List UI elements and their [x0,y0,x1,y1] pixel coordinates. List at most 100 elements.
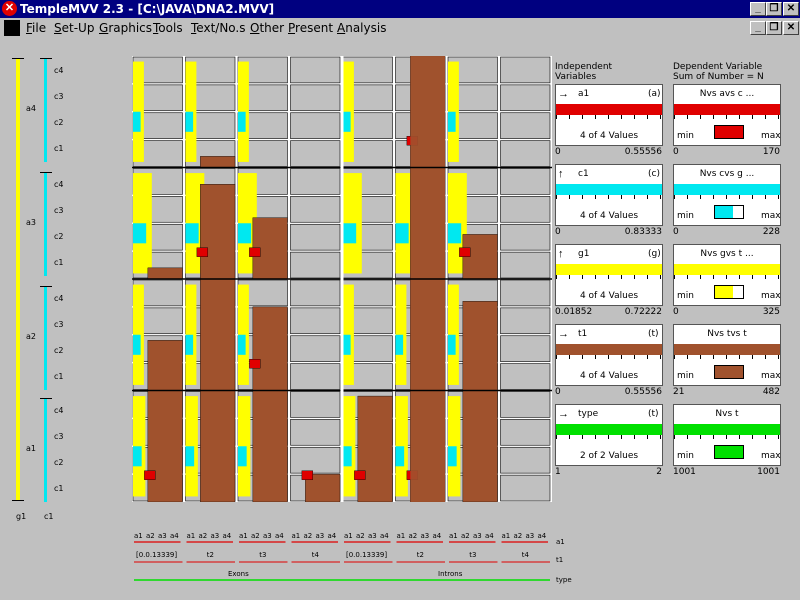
mosaic-cell[interactable] [500,56,551,84]
c1-ruler-segment[interactable] [44,286,47,390]
var-color-bar[interactable] [556,264,662,275]
mosaic-cell[interactable] [290,419,341,446]
mosaic-cell[interactable] [500,112,551,139]
mosaic-cell[interactable] [500,419,551,446]
mosaic-cell[interactable] [290,56,341,84]
dependent-panel[interactable]: Nvs avs c ... min max [673,84,781,146]
mosaic-cell[interactable] [290,251,341,279]
g1-ruler[interactable] [16,58,20,500]
range-slider[interactable] [714,125,744,139]
var-min: 0.01852 [555,307,593,317]
var-color-bar[interactable] [556,344,662,355]
doc-minimize-button[interactable]: _ [750,21,766,35]
mosaic-plot-area[interactable] [132,55,552,503]
t-label: t2 [207,551,214,559]
mosaic-cell[interactable] [290,391,341,418]
dependent-ticks [674,435,780,439]
dependent-color-bar[interactable] [674,184,780,195]
mosaic-cell[interactable] [500,279,551,307]
menu-graphics[interactable]: Graphics [99,21,153,35]
menu-file[interactable]: File [26,21,47,35]
mosaic-cell[interactable] [500,474,551,502]
a-tick-label: a3 [421,532,430,540]
minimize-button[interactable]: _ [750,2,766,16]
dependent-panel[interactable]: Nvs gvs t ... min max [673,244,781,306]
var-color-bar[interactable] [556,104,662,115]
mosaic-cell[interactable] [290,168,341,195]
mosaic-cell[interactable] [500,223,551,251]
mosaic-cell[interactable] [290,446,341,474]
var-arrow-icon[interactable]: → [558,88,569,100]
g1-fill [238,61,249,162]
dependent-color-bar[interactable] [674,104,780,115]
mosaic-cell[interactable] [500,335,551,362]
menu-analysis[interactable]: Analysis [337,21,387,35]
mosaic-cell[interactable] [290,84,341,112]
mosaic-cell[interactable] [500,140,551,167]
independent-panel-t1[interactable]: → t1 (t) 4 of 4 Values [555,324,663,386]
system-menu-icon[interactable] [4,20,20,36]
mosaic-cell[interactable] [500,446,551,474]
window-title: TempleMVV 2.3 - [C:\JAVA\DNA2.MVV] [20,2,275,16]
mosaic-cell[interactable] [290,223,341,251]
min-label: min [677,131,694,141]
independent-panel-c1[interactable]: ↑ c1 (c) 4 of 4 Values [555,164,663,226]
independent-panel-g1[interactable]: ↑ g1 (g) 4 of 4 Values [555,244,663,306]
mosaic-cell[interactable] [290,363,341,390]
row-label-type: type [556,576,572,584]
dependent-color-bar[interactable] [674,344,780,355]
dependent-panel[interactable]: Nvs cvs g ... min max [673,164,781,226]
mosaic-cell[interactable] [500,251,551,279]
menu-setup[interactable]: Set-Up [54,21,95,35]
var-arrow-icon[interactable]: → [558,408,569,420]
range-slider[interactable] [714,445,744,459]
dependent-color-bar[interactable] [674,424,780,435]
mosaic-cell[interactable] [290,335,341,362]
mosaic-cell[interactable] [290,112,341,139]
c1-ruler-segment[interactable] [44,58,47,162]
independent-panel-type[interactable]: → type (t) 2 of 2 Values [555,404,663,466]
range-slider[interactable] [714,285,744,299]
dependent-panel[interactable]: Nvs t min max [673,404,781,466]
var-arrow-icon[interactable]: → [558,328,569,340]
app-close-icon[interactable]: ✕ [2,1,17,16]
mosaic-cell[interactable] [500,84,551,112]
mosaic-cell[interactable] [290,307,341,335]
mosaic-cell[interactable] [290,196,341,223]
maximize-button[interactable]: ❐ [766,2,782,16]
var-color-bar[interactable] [556,424,662,435]
mosaic-cell[interactable] [500,196,551,223]
var-arrow-icon[interactable]: ↑ [558,168,564,180]
mosaic-cell[interactable] [500,168,551,195]
g1-fill [343,61,354,162]
mosaic-cell[interactable] [500,391,551,418]
ruler-tick [12,500,24,501]
c1-fill [448,223,462,244]
range-slider[interactable] [714,365,744,379]
a-tick-label: a2 [514,532,523,540]
c1-ruler-segment[interactable] [44,172,47,276]
doc-restore-button[interactable]: ❐ [766,21,782,35]
doc-close-button[interactable]: ✕ [783,21,799,35]
range-slider[interactable] [714,205,744,219]
mosaic-cell[interactable] [290,279,341,307]
menu-present[interactable]: Present [288,21,334,35]
menu-text-nos[interactable]: Text/No.s [191,21,246,35]
c1-ruler-segment[interactable] [44,398,47,502]
cell-bg [290,168,341,195]
mosaic-plot[interactable] [132,55,552,503]
var-arrow-icon[interactable]: ↑ [558,248,564,260]
mosaic-cell[interactable] [500,307,551,335]
mosaic-cell[interactable] [500,363,551,390]
var-color-bar[interactable] [556,184,662,195]
close-button[interactable]: ✕ [783,2,799,16]
c-level-label: c1 [54,258,64,267]
independent-panel-a1[interactable]: → a1 (a) 4 of 4 Values [555,84,663,146]
dependent-color-bar[interactable] [674,264,780,275]
dependent-panel[interactable]: Nvs tvs t min max [673,324,781,386]
menu-tools[interactable]: Tools [153,21,183,35]
var-values-count: 4 of 4 Values [579,371,639,381]
mosaic-cell[interactable] [290,140,341,167]
ruler-tick [40,58,52,59]
menu-other[interactable]: Other [250,21,285,35]
